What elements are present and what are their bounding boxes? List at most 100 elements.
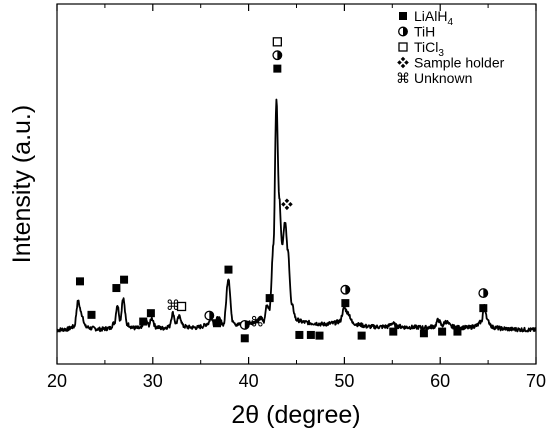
diamond-part [284,205,290,211]
x-axis-ticks: 20 30 40 50 60 70 [47,4,546,391]
peak-marker-filled-square [306,330,315,339]
peak-marker-filled-square [224,265,233,274]
filled-square-shape [306,330,315,339]
peak-marker-half-filled-circle [272,50,283,61]
peak-marker-filled-square [341,299,350,308]
peak-marker-filled-square [112,284,121,293]
x-tick-label: 50 [334,371,354,391]
diamond-part [397,60,402,65]
command-glyph: ⌘ [250,314,264,330]
legend-item: TiCl3 [398,39,444,59]
peak-marker-layer: ⌘⌘ [75,37,489,343]
filled-square-shape [295,330,304,339]
x-tick-label: 40 [239,371,259,391]
peak-marker-filled-square [139,317,148,326]
peak-marker-filled-square [419,329,428,338]
filled-square-shape [438,327,447,336]
filled-square-shape [120,275,129,284]
open-square-shape [398,42,408,52]
legend-item: Sample holder [397,55,505,71]
legend-item: LiAlH4 [399,8,453,28]
peak-marker-filled-square [87,310,96,319]
filled-square-shape [341,299,350,308]
peak-marker-half-filled-circle [239,319,250,330]
legend-label: Sample holder [414,55,505,71]
command-glyph: ⌘ [166,297,180,313]
legend-label-subscript: 3 [438,48,444,59]
circle-half-fill [209,311,214,320]
filled-square-shape [139,317,148,326]
peak-marker-filled-square [479,304,488,313]
filled-square-shape [389,327,398,336]
peak-marker-open-square [176,301,187,312]
filled-square-shape [273,64,282,73]
x-axis-label: 2θ (degree) [231,401,360,429]
peak-marker-half-filled-circle [340,284,351,295]
legend-label: Unknown [414,70,472,86]
filled-square-shape [453,327,462,336]
peak-marker-filled-square [315,331,324,340]
circle-half-fill [403,27,408,36]
peak-marker-filled-square [389,327,398,336]
filled-square-shape [240,334,249,343]
filled-square-shape [315,331,324,340]
peak-marker-filled-square [212,319,221,328]
legend-symbol-filled-square [399,12,407,20]
open-square-shape [272,37,282,47]
filled-square-shape [357,331,366,340]
diamond-part [288,202,293,207]
x-tick-label: 60 [430,371,450,391]
peak-marker-filled-square [357,331,366,340]
command-glyph: ⌘ [396,70,410,86]
legend-symbol-half-filled-circle [398,26,408,37]
xrd-pattern-line [56,98,537,333]
filled-square-shape [75,277,84,286]
filled-square-shape [265,294,274,303]
legend-symbol-open-square [398,42,408,52]
filled-square-shape [87,310,96,319]
series-layer [56,98,537,333]
peak-marker-half-filled-circle [204,310,215,321]
peak-marker-command-symbol: ⌘ [166,297,180,313]
diamond-part [400,63,406,69]
filled-square-shape [212,319,221,328]
circle-half-fill [277,50,282,60]
diamond-part [400,56,406,62]
x-tick-label: 30 [143,371,163,391]
peak-marker-open-square [272,37,282,47]
circle-half-fill [345,285,350,295]
filled-square-shape [419,329,428,338]
diamond-part [404,60,409,65]
diamond-part [284,198,290,204]
y-axis-label: Intensity (a.u.) [8,105,36,263]
filled-square-shape [224,265,233,274]
peak-marker-filled-square [75,277,84,286]
peak-marker-command-symbol: ⌘ [250,314,264,330]
peak-marker-filled-square [295,330,304,339]
filled-square-shape [479,304,488,313]
legend-label: TiCl3 [414,39,444,59]
peak-marker-filled-square [120,275,129,284]
peak-marker-filled-square [453,327,462,336]
open-square-shape [176,301,187,312]
peak-marker-filled-square [146,309,155,318]
peak-marker-filled-square [438,327,447,336]
peak-marker-four-diamond [281,198,293,211]
diamond-part [281,202,286,207]
legend-symbol-four-diamond [397,56,409,69]
peak-marker-half-filled-circle [478,288,489,299]
legend-item: TiH [398,24,435,40]
legend-symbol-command-symbol: ⌘ [396,70,410,86]
filled-square-shape [399,12,407,20]
legend-label: TiH [414,24,435,40]
filled-square-shape [112,284,121,293]
x-tick-label: 20 [47,371,67,391]
legend-label-subscript: 4 [447,17,453,28]
filled-square-shape [146,309,155,318]
x-tick-label: 70 [526,371,546,391]
circle-half-fill [244,320,250,330]
legend-item: ⌘ Unknown [396,70,472,86]
peak-marker-filled-square [240,334,249,343]
legend-label: LiAlH4 [414,8,453,28]
